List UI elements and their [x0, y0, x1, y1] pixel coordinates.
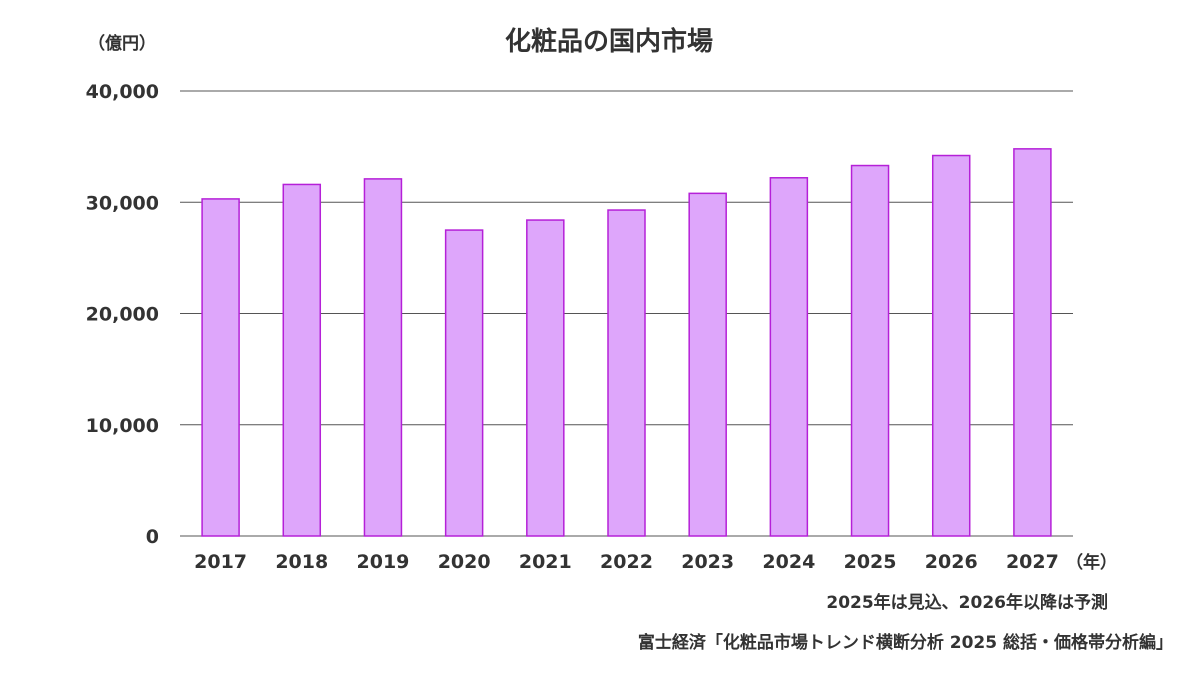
x-tick-label-2024: 2024 [762, 551, 815, 573]
x-tick-label-2026: 2026 [925, 551, 978, 573]
bar-2026 [931, 154, 971, 537]
x-axis-unit-label: （年） [1066, 552, 1117, 573]
y-axis-tick-labels: 0 10,000 20,000 30,000 40,000 [86, 81, 159, 548]
bar-2018 [282, 183, 322, 537]
y-tick-label: 40,000 [86, 81, 159, 103]
bar-2021 [526, 219, 565, 537]
bar-2017 [201, 198, 240, 537]
x-tick-label-2021: 2021 [519, 551, 572, 573]
x-tick-label-2020: 2020 [438, 551, 491, 573]
y-tick-label: 20,000 [86, 304, 159, 326]
x-tick-label-2027: 2027 [1006, 551, 1059, 573]
x-tick-label-2019: 2019 [357, 551, 410, 573]
bar-2020 [444, 229, 484, 537]
bar-2023 [688, 192, 727, 537]
x-tick-label-2025: 2025 [844, 551, 897, 573]
chart-title: 化粧品の国内市場 [505, 26, 713, 57]
x-axis-tick-labels: 2017 2018 2019 2020 2021 2022 2023 2024 2025 2026… [194, 551, 1059, 573]
x-tick-label-2018: 2018 [275, 551, 328, 573]
y-tick-label: 30,000 [86, 192, 159, 214]
y-tick-label: 10,000 [86, 415, 159, 437]
bars [201, 148, 1052, 537]
source-note: 富士経済「化粧品市場トレンド横断分析 2025 総括・価格帯分析編」 [638, 632, 1173, 653]
x-tick-label-2022: 2022 [600, 551, 653, 573]
y-tick-label: 0 [146, 526, 159, 548]
bar-2022 [607, 209, 646, 537]
y-axis-unit-label: （億円） [88, 33, 156, 54]
forecast-note: 2025年は見込、2026年以降は予測 [826, 592, 1108, 613]
x-tick-label-2023: 2023 [681, 551, 734, 573]
x-tick-label-2017: 2017 [194, 551, 247, 573]
bar-2027 [1013, 148, 1052, 537]
bar-2024 [769, 177, 809, 537]
bar-2025 [850, 164, 890, 537]
bar-2019 [363, 178, 403, 537]
